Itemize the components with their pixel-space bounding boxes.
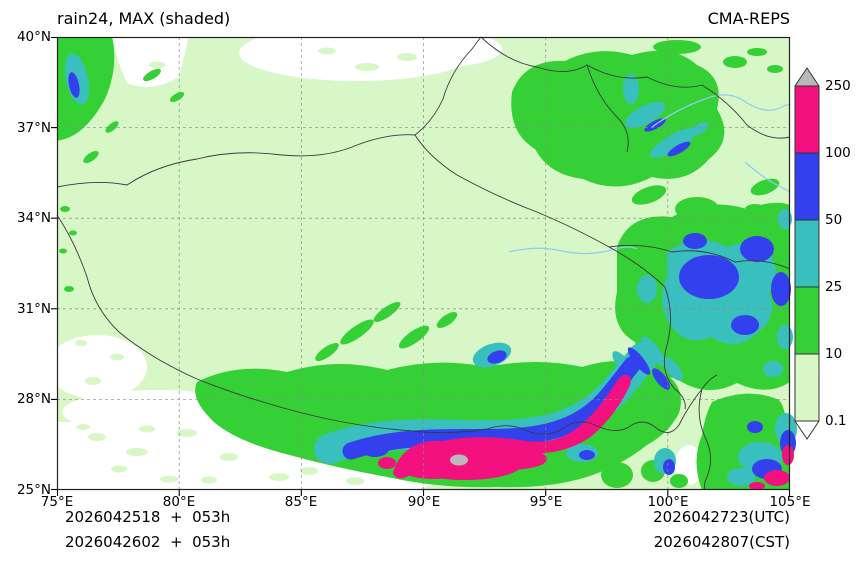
colorbar [794,67,820,440]
init-time-line-2: 2026042602 + 053h [65,533,231,551]
y-tick-label: 34°N [16,210,51,226]
plot-title: rain24, MAX (shaded) [57,9,231,28]
x-tick-label: 90°E [407,494,441,510]
x-tick-label: 80°E [162,494,196,510]
x-tick-label: 100°E [647,494,689,510]
colorbar-over-arrow [795,68,819,86]
x-tick-label: 95°E [529,494,563,510]
province-boundaries [56,36,791,491]
precip-light-green-speckles [75,47,417,485]
colorbar-tick-label: 50 [825,212,843,228]
colorbar-segment [795,287,819,354]
precip-over-gray [450,454,468,466]
y-tick-label: 28°N [16,391,51,407]
colorbar-tick-label: 25 [825,279,843,295]
colorbar-segment [795,220,819,287]
map-plot [47,25,797,496]
colorbar-tick-label: 0.1 [825,413,847,429]
rivers [508,94,791,255]
colorbar-tick-label: 250 [825,78,851,94]
y-tick-label: 40°N [16,29,51,45]
x-tick-label: 85°E [284,494,318,510]
x-tick-label: 105°E [769,494,811,510]
colorbar-outline [794,67,820,440]
colorbar-segment [795,354,819,421]
colorbar-under-arrow [795,421,819,439]
colorbar-segment [795,86,819,153]
precip-magenta [378,374,794,490]
colorbar-tick-label: 100 [825,145,851,161]
valid-time-cst: 2026042807(CST) [653,533,790,551]
plot-frame [56,36,791,491]
init-time-line-1: 2026042518 + 053h [65,508,231,526]
axis-ticks [51,36,791,496]
valid-time-utc: 2026042723(UTC) [653,508,790,526]
colorbar-tick-label: 10 [825,346,843,362]
y-tick-label: 25°N [16,482,51,498]
x-tick-label: 75°E [40,494,74,510]
colorbar-segment [795,153,819,220]
y-tick-label: 37°N [16,120,51,136]
model-label: CMA-REPS [707,9,790,28]
y-tick-label: 31°N [16,301,51,317]
